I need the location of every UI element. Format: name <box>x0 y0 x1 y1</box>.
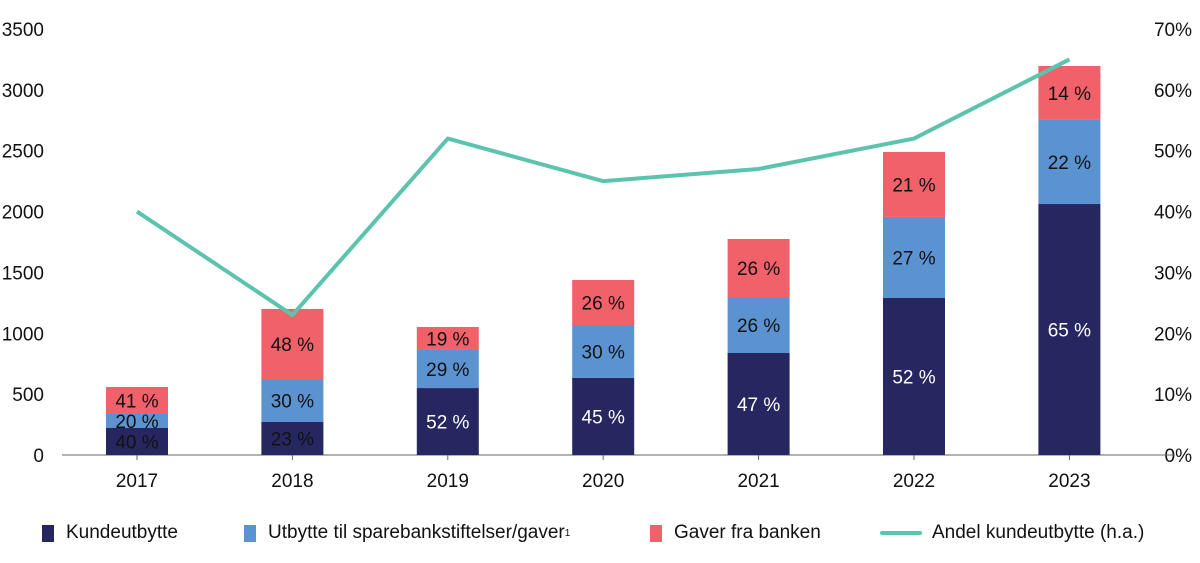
bar-segment <box>261 379 324 423</box>
legend-label: Gaver fra banken <box>674 522 821 543</box>
bar-segment <box>727 353 790 455</box>
bar-data-label: 27 % <box>892 248 935 269</box>
x-tick-label: 2017 <box>116 471 158 492</box>
y2-tick-label: 60% <box>1154 81 1192 102</box>
bar-segment <box>727 297 790 354</box>
legend-swatch <box>244 524 256 542</box>
legend-label: Kundeutbytte <box>66 522 178 543</box>
bar-data-label: 48 % <box>271 335 314 356</box>
y-tick-label: 2000 <box>2 203 44 224</box>
x-tick-label: 2021 <box>737 471 779 492</box>
y2-tick-label: 30% <box>1154 263 1192 284</box>
y-tick-label: 3000 <box>2 81 44 102</box>
legend-line <box>880 531 922 535</box>
bar-data-label: 22 % <box>1048 153 1091 174</box>
bar-data-label: 52 % <box>892 367 935 388</box>
legend-label: Andel kundeutbytte (h.a.) <box>932 522 1145 543</box>
bar-data-label: 52 % <box>426 413 469 434</box>
bar-data-label: 30 % <box>271 392 314 413</box>
bar-data-label: 26 % <box>737 259 780 280</box>
bar-segment <box>883 151 945 217</box>
x-tick-label: 2023 <box>1048 471 1090 492</box>
y2-tick-label: 70% <box>1154 20 1192 41</box>
bar-data-label: 45 % <box>582 407 625 428</box>
y-tick-label: 2500 <box>2 142 44 163</box>
y2-tick-label: 10% <box>1154 385 1192 406</box>
legend-label: Utbytte til sparebankstiftelser/gaver <box>268 522 565 543</box>
x-tick-label: 2022 <box>893 471 935 492</box>
legend-swatch <box>650 524 662 542</box>
bar-data-label: 40 % <box>115 432 158 453</box>
y-tick-label: 500 <box>12 385 44 406</box>
bar-segment <box>106 427 168 455</box>
bar-data-label: 20 % <box>115 412 158 433</box>
bar-segment <box>883 216 945 298</box>
bar-data-label: 65 % <box>1048 321 1091 342</box>
bar-data-label: 41 % <box>115 391 158 412</box>
bar-segment <box>106 386 168 414</box>
bar-segment <box>727 238 790 298</box>
y-tick-label: 0 <box>33 446 44 467</box>
bar-data-label: 30 % <box>582 342 625 363</box>
y2-tick-label: 50% <box>1154 142 1192 163</box>
bar-segment <box>572 325 635 378</box>
bar-data-label: 14 % <box>1048 84 1091 105</box>
bar-segment <box>416 349 479 389</box>
y-tick-label: 3500 <box>2 20 44 41</box>
bar-segment <box>572 377 635 455</box>
bar-data-label: 19 % <box>426 329 469 350</box>
y-tick-label: 1500 <box>2 263 44 284</box>
legend-footnote: 1 <box>564 527 571 539</box>
bar-segment <box>416 326 479 350</box>
bar-segment <box>1038 66 1101 120</box>
bar-data-label: 47 % <box>737 395 780 416</box>
legend-item-andel: Andel kundeutbytte (h.a.) <box>880 522 1144 544</box>
legend-item-kundeutbytte: Kundeutbytte <box>42 522 178 544</box>
y2-tick-label: 40% <box>1154 203 1192 224</box>
bar-segment <box>572 279 635 326</box>
y2-tick-label: 0% <box>1165 446 1193 467</box>
bar-segment <box>1038 204 1101 455</box>
bar-data-label: 21 % <box>892 175 935 196</box>
bar-data-label: 29 % <box>426 360 469 381</box>
legend-item-gaver: Gaver fra banken <box>650 522 821 544</box>
x-tick-label: 2019 <box>427 471 469 492</box>
y-tick-label: 1000 <box>2 324 44 345</box>
bar-segment <box>883 297 945 455</box>
bar-segment <box>261 422 324 455</box>
x-tick-label: 2018 <box>271 471 313 492</box>
bar-data-label: 26 % <box>737 316 780 337</box>
bar-segment <box>106 413 168 428</box>
legend-item-utbytte: Utbytte til sparebankstiftelser/gaver 1 <box>244 522 570 544</box>
legend-swatch <box>42 524 54 542</box>
bar-segment <box>416 388 479 455</box>
y2-tick-label: 20% <box>1154 324 1192 345</box>
bar-data-label: 23 % <box>271 430 314 451</box>
bar-segment <box>261 308 324 380</box>
chart-plot: 0 500 1000 1500 2000 2500 3000 3500 0% 10% 20% 30% 4… <box>2 20 1193 492</box>
bar-segment <box>1038 119 1101 205</box>
x-tick-label: 2020 <box>582 471 624 492</box>
bar-data-label: 26 % <box>582 293 625 314</box>
